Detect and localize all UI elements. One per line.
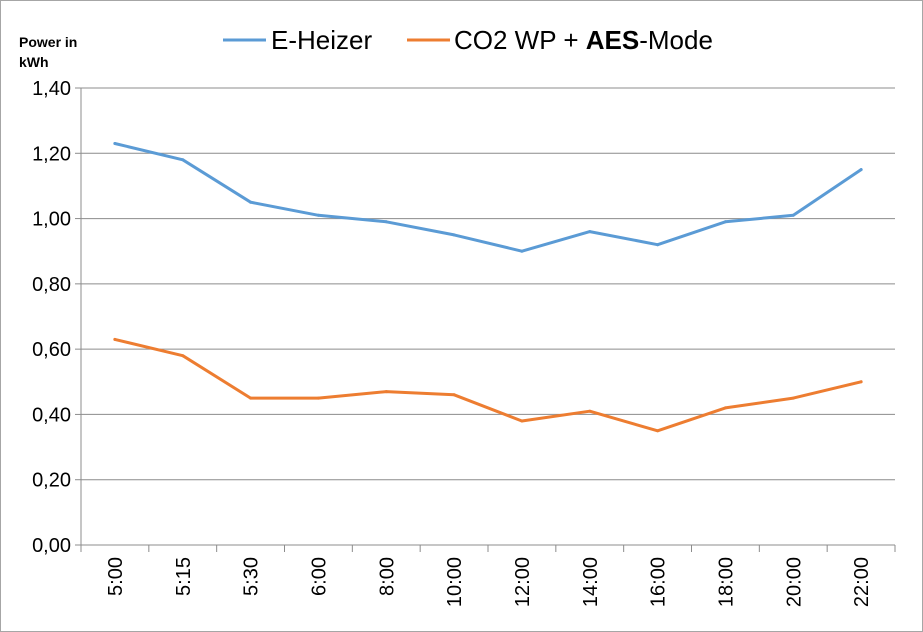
- data-point: [452, 393, 456, 397]
- y-tick-label: 0,20: [32, 470, 71, 492]
- x-tick-label: 14:00: [580, 557, 602, 607]
- data-point: [113, 337, 117, 341]
- y-tick-label: 1,40: [32, 78, 71, 100]
- data-point: [181, 158, 185, 162]
- series-line-e-heizer: [113, 142, 863, 253]
- x-tick-label: 18:00: [715, 557, 737, 607]
- x-tick-label: 6:00: [308, 557, 330, 596]
- x-tick-label: 8:00: [376, 557, 398, 596]
- data-point: [520, 419, 524, 423]
- x-tick-label: 5:00: [105, 557, 127, 596]
- data-point: [249, 396, 253, 400]
- y-tick-label: 0,00: [32, 535, 71, 557]
- x-tick-label: 20:00: [783, 557, 805, 607]
- data-point: [588, 409, 592, 413]
- y-axis-label: Power in kWh: [19, 34, 81, 70]
- data-point: [520, 249, 524, 253]
- data-point: [384, 220, 388, 224]
- legend-label-part-3: -Mode: [639, 25, 713, 55]
- x-tick-labels: 5:00 5:15 5:30 6:00 8:00 10:00 12:00 14:00 16:00…: [105, 557, 873, 607]
- y-axis-label-line-1: Power in: [19, 34, 77, 50]
- data-point: [656, 429, 660, 433]
- legend-label-part-1: CO2 WP +: [454, 25, 586, 55]
- y-axis-label-line-2: kWh: [19, 54, 49, 70]
- x-tick-label: 10:00: [444, 557, 466, 607]
- y-tick-label: 0,60: [32, 339, 71, 361]
- data-point: [181, 354, 185, 358]
- data-point: [859, 380, 863, 384]
- data-point: [249, 200, 253, 204]
- y-tick-labels: 0,00 0,20 0,40 0,60 0,80 1,00 1,20 1,40: [32, 78, 71, 557]
- data-point: [791, 213, 795, 217]
- data-point: [723, 220, 727, 224]
- legend-label-e-heizer: E-Heizer: [271, 25, 372, 55]
- y-tick-label: 0,40: [32, 404, 71, 426]
- legend: E-Heizer CO2 WP + AES-Mode: [223, 25, 713, 55]
- data-point: [723, 406, 727, 410]
- data-point: [452, 233, 456, 237]
- data-point: [588, 230, 592, 234]
- data-point: [113, 142, 117, 145]
- legend-label-co2-wp: CO2 WP + AES-Mode: [454, 25, 713, 55]
- data-point: [859, 168, 863, 172]
- y-tick-label: 0,80: [32, 274, 71, 296]
- y-tick-label: 1,20: [32, 143, 71, 165]
- x-tick-label: 22:00: [851, 557, 873, 607]
- data-point: [316, 213, 320, 217]
- legend-label-part-2: AES: [586, 25, 639, 55]
- y-tick-label: 1,00: [32, 209, 71, 231]
- data-point: [791, 396, 795, 400]
- data-point: [384, 390, 388, 394]
- x-tick-label: 5:15: [173, 557, 195, 596]
- series-lines: [113, 142, 863, 433]
- data-point: [656, 243, 660, 247]
- axes: [75, 87, 896, 552]
- x-tick-label: 12:00: [512, 557, 534, 607]
- x-tick-label: 5:30: [241, 557, 263, 596]
- series-line-co2-wp-aes-mode: [113, 337, 863, 433]
- gridlines: [81, 87, 895, 481]
- data-point: [316, 396, 320, 400]
- x-tick-label: 16:00: [648, 557, 670, 607]
